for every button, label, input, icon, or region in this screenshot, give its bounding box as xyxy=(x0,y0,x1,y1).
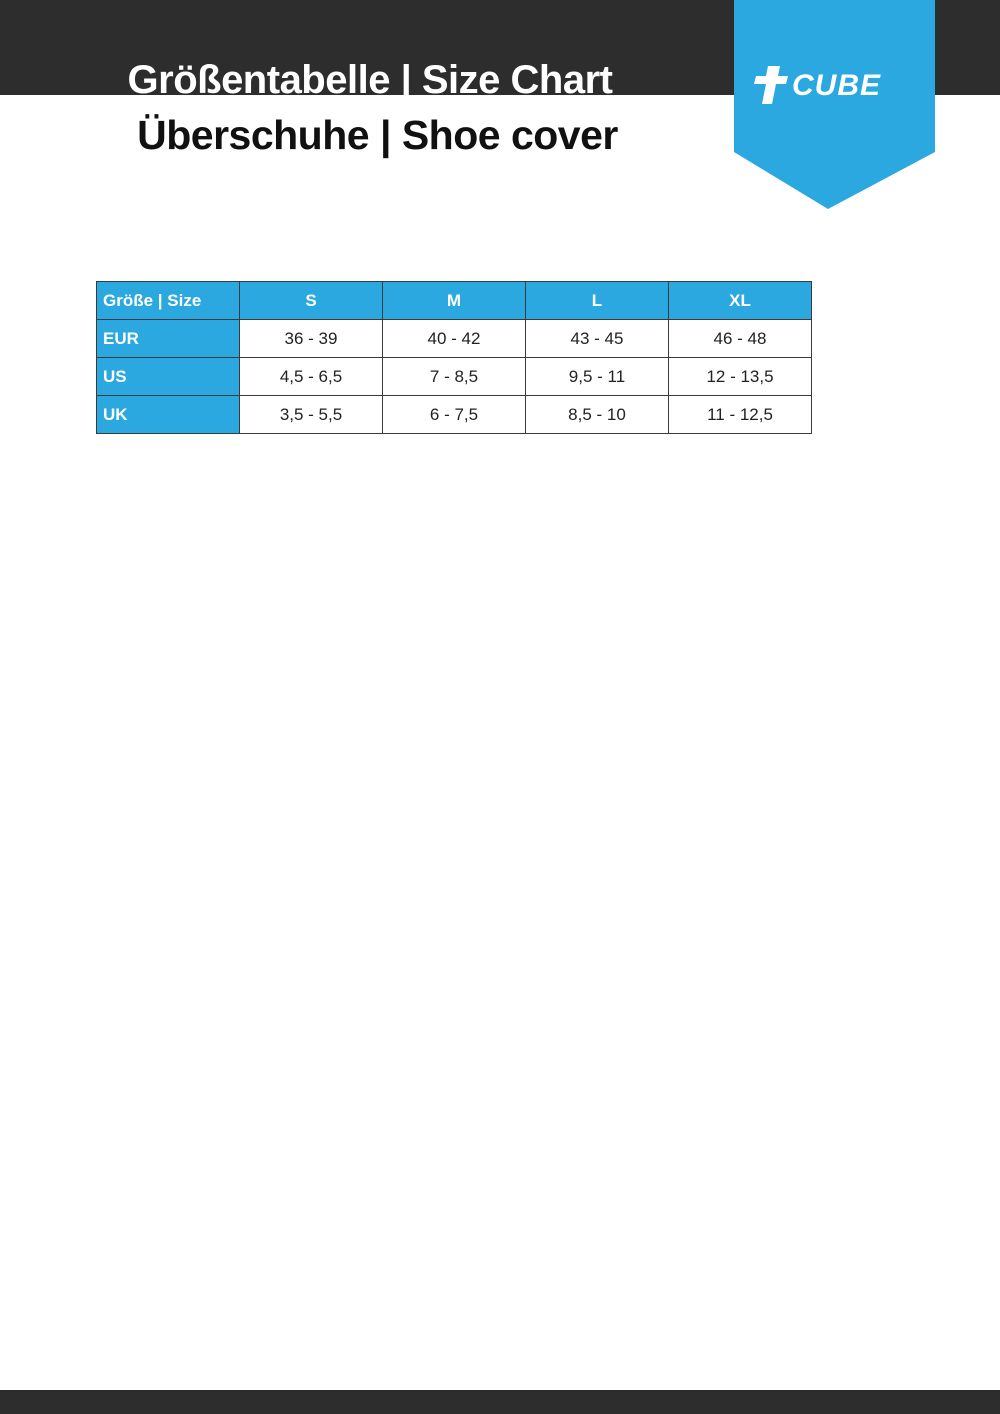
table-row: EUR 36 - 39 40 - 42 43 - 45 46 - 48 xyxy=(96,319,812,358)
table-cell: 11 - 12,5 xyxy=(668,395,812,434)
footer-band xyxy=(0,1390,1000,1414)
row-header: US xyxy=(96,357,240,396)
table-cell: 6 - 7,5 xyxy=(382,395,526,434)
logo-text: CUBE xyxy=(792,69,881,102)
table-header-row: Größe | Size S M L XL xyxy=(96,281,812,320)
column-header: M xyxy=(382,281,526,320)
row-header: UK xyxy=(96,395,240,434)
table-cell: 7 - 8,5 xyxy=(382,357,526,396)
table-cell: 8,5 - 10 xyxy=(525,395,669,434)
cube-logo-banner: CUBE xyxy=(734,0,935,209)
table-cell: 40 - 42 xyxy=(382,319,526,358)
table-row: UK 3,5 - 5,5 6 - 7,5 8,5 - 10 11 - 12,5 xyxy=(96,395,812,434)
page-title: Größentabelle | Size Chart xyxy=(127,58,613,102)
table-cell: 43 - 45 xyxy=(525,319,669,358)
table-cell: 3,5 - 5,5 xyxy=(239,395,383,434)
corner-header: Größe | Size xyxy=(96,281,240,320)
table-cell: 9,5 - 11 xyxy=(525,357,669,396)
table-row: US 4,5 - 6,5 7 - 8,5 9,5 - 11 12 - 13,5 xyxy=(96,357,812,396)
table-cell: 46 - 48 xyxy=(668,319,812,358)
page-subtitle: Überschuhe | Shoe cover xyxy=(137,112,618,158)
table-cell: 4,5 - 6,5 xyxy=(239,357,383,396)
column-header: XL xyxy=(668,281,812,320)
column-header: L xyxy=(525,281,669,320)
column-header: S xyxy=(239,281,383,320)
table-cell: 12 - 13,5 xyxy=(668,357,812,396)
table-cell: 36 - 39 xyxy=(239,319,383,358)
cube-logo-icon xyxy=(754,66,788,104)
size-table: Größe | Size S M L XL EUR 36 - 39 40 - 4… xyxy=(96,281,812,434)
row-header: EUR xyxy=(96,319,240,358)
